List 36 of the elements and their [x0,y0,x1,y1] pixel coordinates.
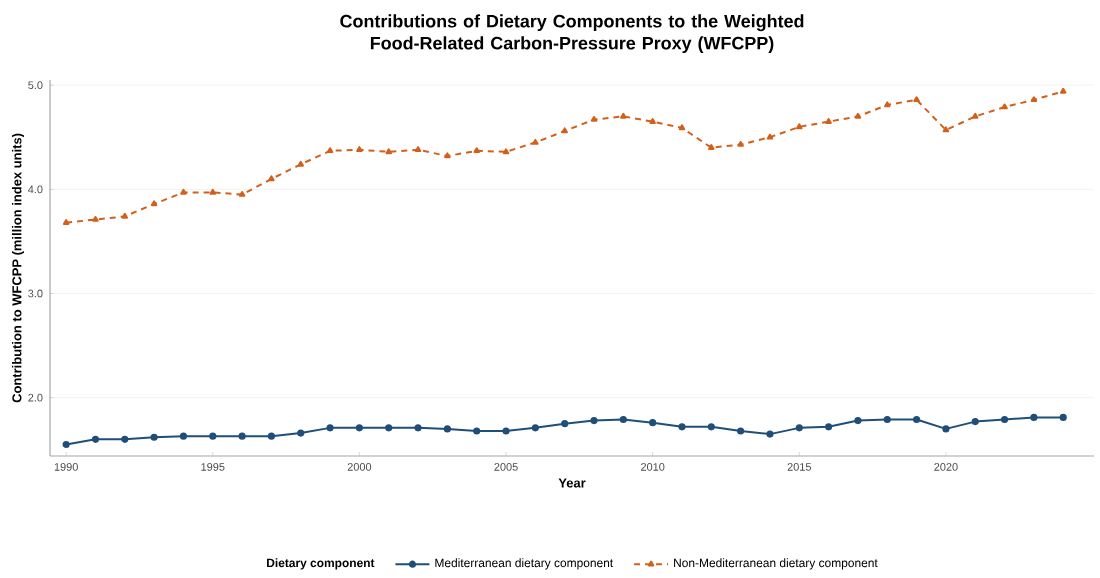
point [825,423,833,431]
point [91,435,100,443]
point [326,424,334,432]
point [121,435,129,443]
point [473,427,481,435]
point [971,418,979,426]
point [179,432,188,440]
point [590,416,598,425]
point [267,432,276,440]
point [355,424,363,432]
chart-title: Contributions of Dietary Components to the Weighted Food-Related Carbon-Pressure Proxy (WFCPP) [340,14,804,54]
point [502,427,510,435]
point [561,420,569,428]
point [443,425,451,433]
point [297,429,305,437]
point [62,440,70,449]
point [1000,415,1009,424]
point [766,430,774,438]
point [1059,413,1067,422]
point [707,423,715,431]
point [150,433,158,441]
point [385,424,393,432]
point [678,423,686,431]
point [414,424,422,432]
point [619,415,627,424]
point [1030,413,1038,422]
point [942,425,950,433]
point [238,432,246,440]
point [737,427,745,435]
point [531,424,539,432]
point [854,416,862,425]
point [209,432,217,440]
point [795,424,803,432]
point [883,415,891,424]
point [649,419,657,427]
point [913,415,921,424]
